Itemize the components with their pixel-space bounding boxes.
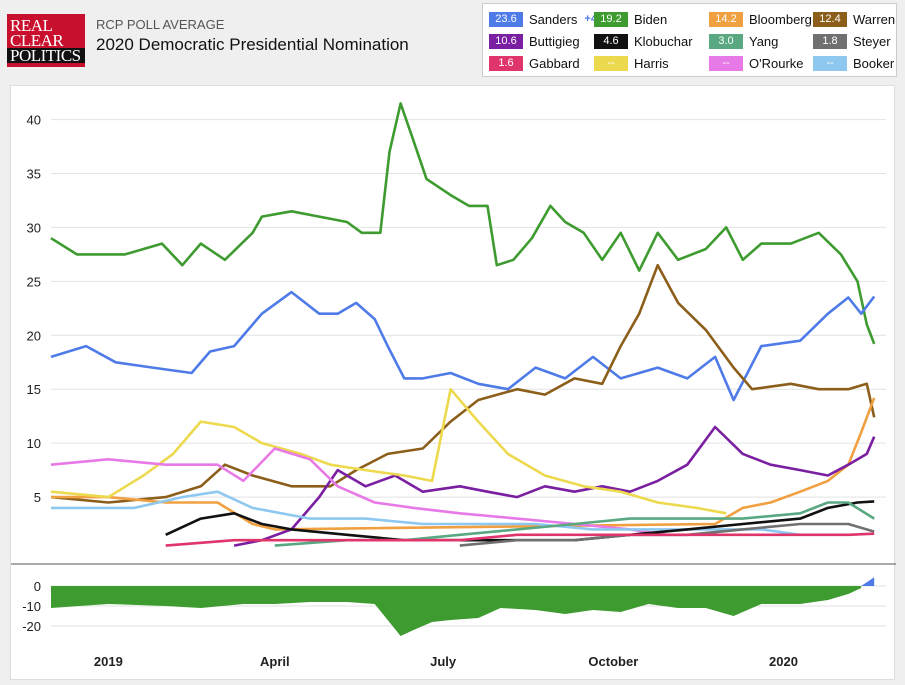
legend-value: 4.6 <box>594 33 628 49</box>
legend-value: 14.2 <box>709 11 743 27</box>
series-line-orourke <box>50 447 668 537</box>
legend-value: -- <box>813 55 847 71</box>
chart-subtitle: RCP POLL AVERAGE <box>96 17 225 32</box>
series-line-harris <box>50 387 727 515</box>
plot-area: 5 10 15 20 25 30 35 40 0 -10 -20 2019 April July Octob… <box>10 85 896 680</box>
realclearpolitics-logo[interactable]: REAL CLEAR POLITICS <box>7 14 85 67</box>
legend: 23.6Sanders+4.419.2Biden14.2Bloomberg12.… <box>482 3 897 77</box>
logo-line-2: CLEAR <box>10 31 64 50</box>
x-tick-label: April <box>260 654 290 669</box>
series-line-biden <box>50 102 876 345</box>
y-tick-label: 10 <box>27 436 41 451</box>
legend-name: Warren <box>853 11 896 27</box>
logo-line-3: POLITICS <box>7 47 85 64</box>
legend-item-klobuchar[interactable]: 4.6 Klobuchar <box>594 32 693 50</box>
legend-value: 19.2 <box>594 11 628 27</box>
legend-item-buttigieg[interactable]: 10.6 Buttigieg <box>489 32 580 50</box>
y-tick-label: 20 <box>27 328 41 343</box>
legend-value: 23.6 <box>489 11 523 27</box>
y-tick-label: 25 <box>27 274 41 289</box>
y-tick-label: 40 <box>27 113 41 128</box>
x-tick-label: July <box>430 654 457 669</box>
legend-name: Harris <box>634 55 669 71</box>
x-tick-label: 2019 <box>94 654 123 669</box>
legend-value: -- <box>709 55 743 71</box>
chart-title: 2020 Democratic Presidential Nomination <box>96 35 409 54</box>
legend-value: 12.4 <box>813 11 847 27</box>
legend-item-yang[interactable]: 3.0 Yang <box>709 32 778 50</box>
legend-item-steyer[interactable]: 1.8 Steyer <box>813 32 891 50</box>
y-tick-label: 15 <box>27 382 41 397</box>
legend-value: 1.8 <box>813 33 847 49</box>
legend-name: Yang <box>749 33 779 49</box>
legend-value: 1.6 <box>489 55 523 71</box>
legend-item-warren[interactable]: 12.4 Warren <box>813 10 895 28</box>
spread-y-tick-label: -20 <box>22 619 41 634</box>
chart-svg: 5 10 15 20 25 30 35 40 0 -10 -20 2019 April July Octob… <box>11 102 896 669</box>
spread-area-negative <box>51 586 862 636</box>
legend-item-biden[interactable]: 19.2 Biden <box>594 10 667 28</box>
legend-name: Sanders <box>529 11 578 27</box>
legend-name: Gabbard <box>529 55 580 71</box>
y-tick-label: 5 <box>34 490 41 505</box>
spread-y-tick-label: -10 <box>22 599 41 614</box>
series-line-buttigieg <box>233 425 876 547</box>
spread-area-positive <box>861 577 875 586</box>
y-tick-label: 35 <box>27 167 41 182</box>
legend-item-orourke[interactable]: -- O'Rourke <box>709 54 804 72</box>
series-line-sanders <box>50 290 876 402</box>
y-tick-label: 30 <box>27 220 41 235</box>
legend-name: Buttigieg <box>529 33 580 49</box>
legend-item-harris[interactable]: -- Harris <box>594 54 669 72</box>
series-line-gabbard <box>165 532 875 547</box>
legend-name: Klobuchar <box>634 33 693 49</box>
legend-name: Bloomberg <box>749 11 812 27</box>
legend-name: Steyer <box>853 33 891 49</box>
legend-value: 3.0 <box>709 33 743 49</box>
legend-name: O'Rourke <box>749 55 804 71</box>
legend-name: Booker <box>853 55 895 71</box>
legend-value: 10.6 <box>489 33 523 49</box>
legend-item-gabbard[interactable]: 1.6 Gabbard <box>489 54 580 72</box>
series-line-warren <box>50 263 876 504</box>
logo-line-1: REAL <box>10 16 53 35</box>
spread-y-tick-label: 0 <box>34 579 41 594</box>
legend-item-booker[interactable]: -- Booker <box>813 54 894 72</box>
legend-item-bloomberg[interactable]: 14.2 Bloomberg <box>709 10 812 28</box>
x-tick-label: 2020 <box>769 654 798 669</box>
legend-name: Biden <box>634 11 668 27</box>
legend-value: -- <box>594 55 628 71</box>
x-tick-label: October <box>588 654 638 669</box>
